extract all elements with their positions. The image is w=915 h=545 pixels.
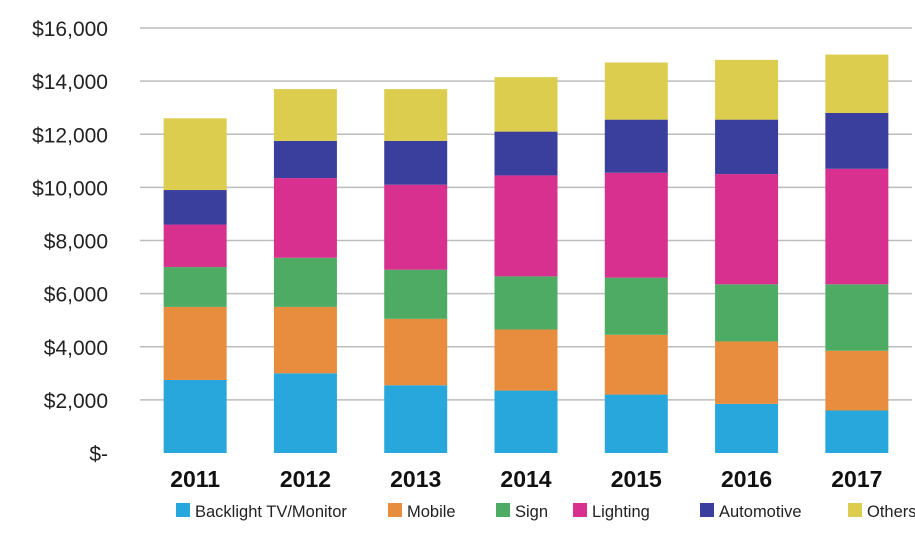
- legend-label: Backlight TV/Monitor: [195, 503, 347, 521]
- bar-segment: [604, 172, 668, 278]
- bars: [163, 54, 889, 453]
- y-tick-label: $-: [89, 443, 108, 466]
- bar-segment: [604, 119, 668, 173]
- bar-segment: [384, 89, 448, 141]
- bar-segment: [715, 341, 779, 404]
- bar-segment: [715, 174, 779, 285]
- x-category-label: 2015: [611, 466, 662, 492]
- y-axis-tick-labels: $- $2,000 $4,000 $6,000 $8,000 $10,000 $12,000…: [32, 18, 108, 466]
- bar-segment: [273, 140, 337, 179]
- bar-segment: [273, 373, 337, 453]
- bar-segment: [494, 175, 558, 277]
- bar-segment: [825, 168, 889, 285]
- legend-swatch: [388, 503, 402, 517]
- bar-segment: [384, 140, 448, 185]
- bar-segment: [273, 257, 337, 307]
- legend-label: Mobile: [407, 503, 456, 521]
- y-tick-label: $6,000: [44, 284, 108, 307]
- bar-segment: [384, 269, 448, 319]
- bar-segment: [604, 62, 668, 120]
- bar-segment: [163, 379, 227, 453]
- y-tick-label: $8,000: [44, 231, 108, 254]
- legend-label: Automotive: [719, 503, 802, 521]
- bar-segment: [494, 77, 558, 132]
- x-category-label: 2017: [831, 466, 882, 492]
- bar-segment: [715, 119, 779, 175]
- bar-segment: [163, 224, 227, 268]
- y-tick-label: $4,000: [44, 337, 108, 360]
- x-category-label: 2016: [721, 466, 772, 492]
- legend-label: Lighting: [592, 503, 650, 521]
- y-tick-label: $12,000: [32, 124, 108, 147]
- x-category-label: 2014: [500, 466, 551, 492]
- bar-segment: [273, 89, 337, 141]
- bar-segment: [825, 350, 889, 411]
- legend-swatch: [573, 503, 587, 517]
- bar-segment: [494, 390, 558, 453]
- bar-segment: [715, 403, 779, 453]
- bar-segment: [604, 394, 668, 453]
- bar-segment: [494, 276, 558, 330]
- y-tick-label: $16,000: [32, 18, 108, 41]
- legend-label: Others: [867, 503, 915, 521]
- y-tick-label: $2,000: [44, 390, 108, 413]
- legend-swatch: [496, 503, 510, 517]
- bar-segment: [825, 410, 889, 453]
- x-category-label: 2012: [280, 466, 331, 492]
- x-category-label: 2011: [170, 466, 220, 492]
- x-category-label: 2013: [390, 466, 441, 492]
- y-tick-label: $14,000: [32, 71, 108, 94]
- legend: Backlight TV/Monitor Mobile Sign Lighting Au…: [176, 503, 915, 521]
- bar-segment: [273, 178, 337, 258]
- legend-swatch: [848, 503, 862, 517]
- bar-segment: [384, 318, 448, 386]
- bar-segment: [604, 277, 668, 335]
- bar-segment: [825, 113, 889, 169]
- legend-swatch: [700, 503, 714, 517]
- bar-segment: [604, 334, 668, 395]
- bar-segment: [494, 329, 558, 391]
- x-axis-category-labels: 2011 2012 2013 2014 2015 2016 2017: [170, 466, 882, 492]
- bar-segment: [163, 306, 227, 380]
- bar-segment: [273, 306, 337, 374]
- bar-segment: [494, 131, 558, 176]
- bar-segment: [384, 385, 448, 453]
- y-tick-label: $10,000: [32, 177, 108, 200]
- bar-segment: [715, 59, 779, 120]
- bar-segment: [163, 118, 227, 191]
- bar-segment: [163, 267, 227, 307]
- bar-segment: [825, 54, 889, 113]
- bar-segment: [715, 284, 779, 342]
- legend-label: Sign: [515, 503, 548, 521]
- bar-segment: [163, 190, 227, 225]
- bar-segment: [825, 284, 889, 351]
- bar-segment: [384, 184, 448, 270]
- legend-swatch: [176, 503, 190, 517]
